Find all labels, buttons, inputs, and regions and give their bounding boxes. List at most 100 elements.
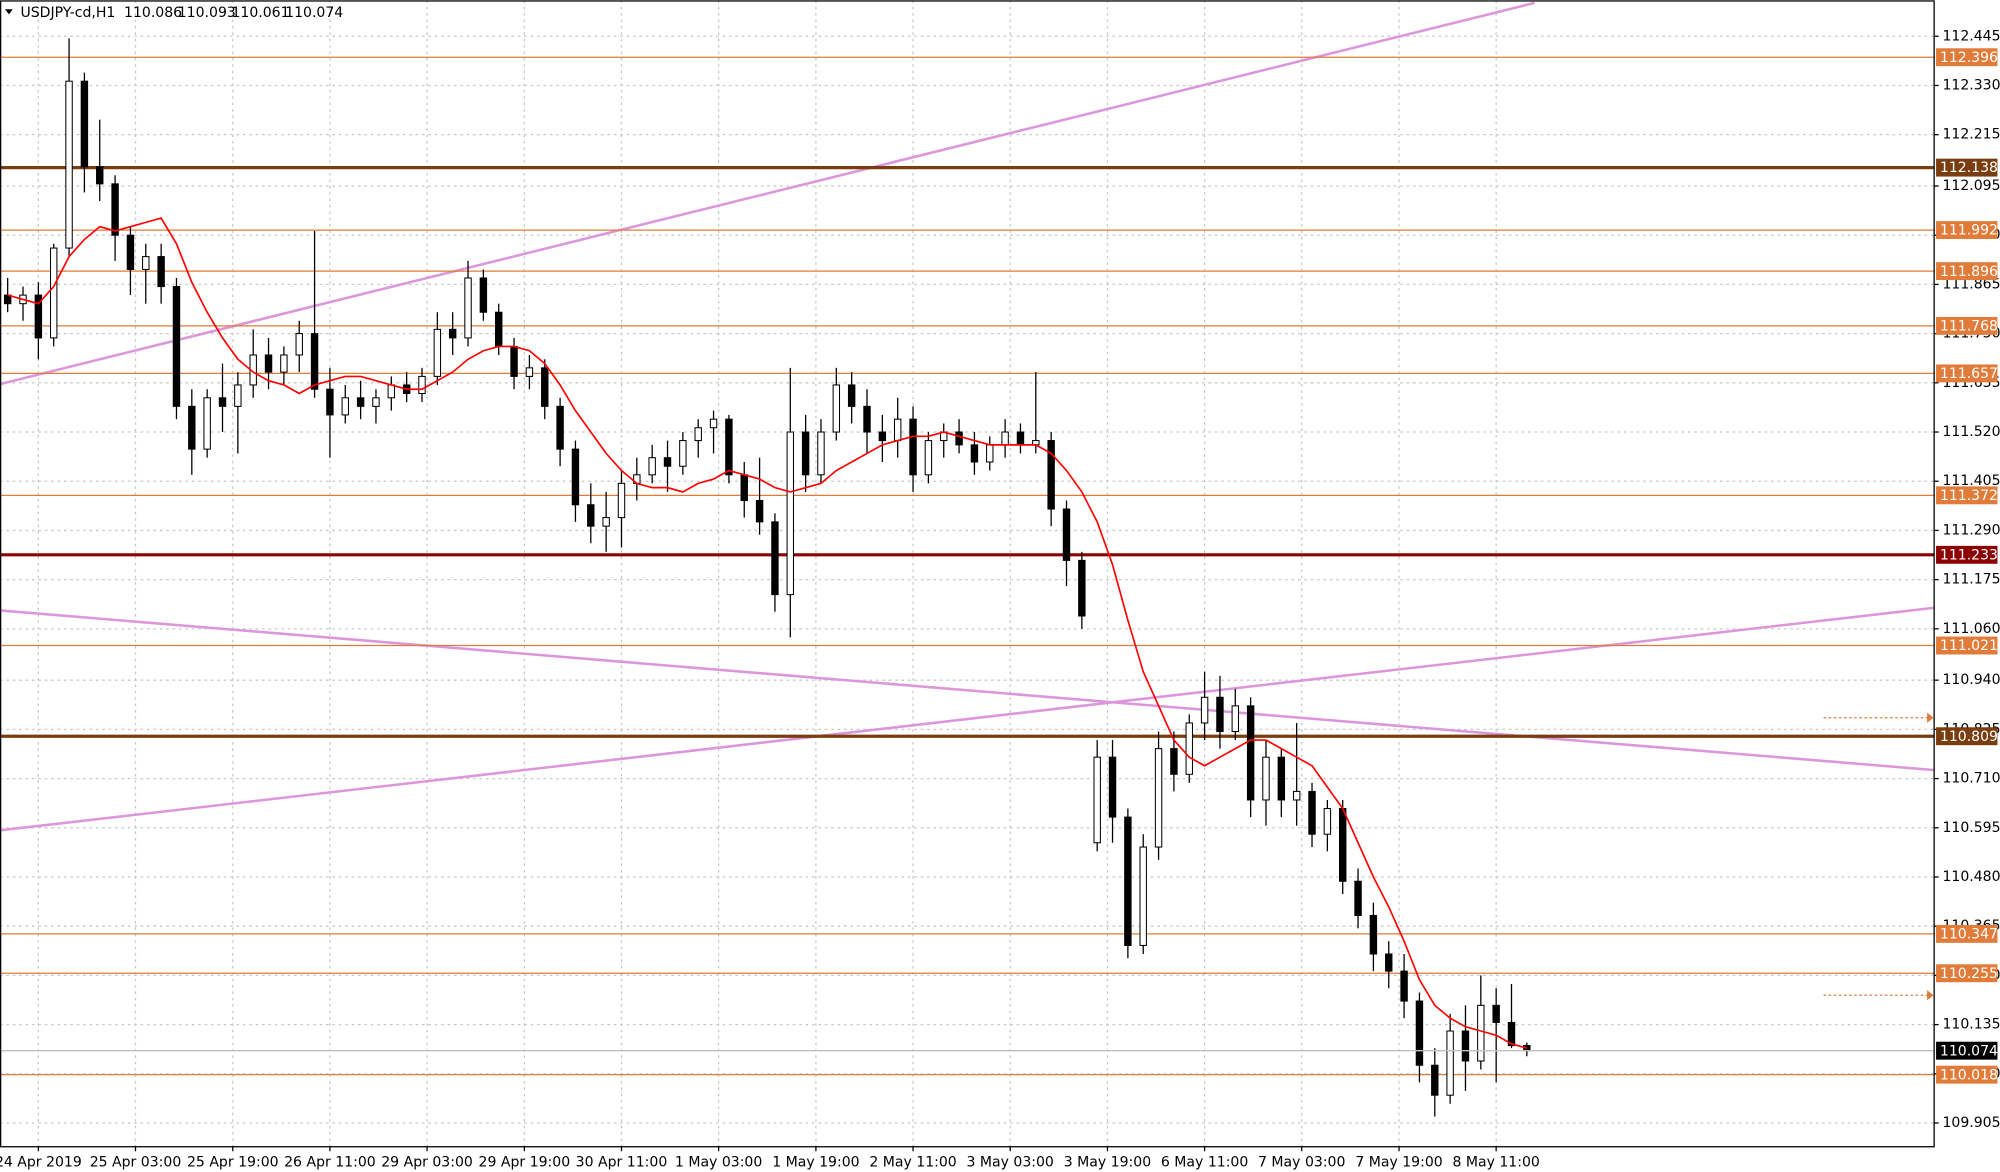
menu-arrow[interactable] [5,9,13,15]
candle-body [1016,431,1025,446]
x-tick-label: 7 May 03:00 [1258,1155,1345,1171]
candle-body [541,367,549,407]
price-badge [1936,1065,1998,1084]
price-badge-label: 111.372 [1940,488,1998,504]
candle-body [1354,880,1362,917]
candle-body [863,405,871,433]
price-badge-label: 111.233 [1940,547,1998,563]
x-tick-label: 25 Apr 19:00 [187,1155,279,1171]
y-tick-label: 110.135 [1942,1017,2000,1033]
candle-body [1093,756,1101,844]
marks [0,1,1934,1117]
y-tick-label: 112.330 [1942,77,2000,93]
candle-body [602,517,610,527]
price-badge-label: 111.021 [1940,638,1998,654]
x-tick-label: 7 May 19:00 [1355,1155,1442,1171]
price-badge [1936,262,1998,281]
candle-body [188,405,196,450]
y-tick-label: 111.290 [1942,522,2000,538]
candle-body [1477,1004,1485,1062]
price-badge [1936,221,1998,240]
candle-body [280,354,288,373]
moving-average [7,217,1528,1049]
y-tick-label: 112.215 [1942,127,2000,143]
candle-body [755,499,764,523]
candle-body [1108,756,1117,818]
candle-body [295,333,303,356]
candle-body [479,277,488,313]
price-badge [1936,727,1998,746]
ohlc-low: 110.061 [231,5,289,21]
y-tick-label: 110.480 [1942,869,2000,885]
x-tick-label: 26 Apr 11:00 [284,1155,376,1171]
candle-body [986,444,994,463]
candle-body [571,448,580,506]
candle-body [1200,696,1209,724]
y-tick-label: 110.940 [1942,672,2000,688]
price-badge [1936,1041,1998,1060]
price-badge [1936,486,1998,505]
x-tick-label: 24 Apr 2019 [0,1155,82,1171]
price-badge-label: 112.138 [1940,160,1998,176]
candle-body [1124,816,1132,946]
ohlc-high: 110.093 [178,5,236,21]
y-tick-label: 112.445 [1942,28,2000,44]
candle-body [1185,722,1193,775]
candle-body [1461,1030,1470,1062]
candle-body [1339,808,1347,882]
y-tick-label: 109.905 [1942,1115,2000,1131]
candle-body [709,418,718,429]
candle-body [909,418,917,476]
price-badge-label: 111.768 [1940,319,1998,335]
candle-body [970,444,979,463]
y-tick-label: 112.095 [1942,178,2000,194]
candle-body [893,418,902,442]
candle-body [126,234,135,270]
candle-body [172,286,181,407]
candle-body [832,384,841,433]
candle-body [356,397,365,407]
price-badge-label: 110.074 [1940,1043,1998,1059]
x-tick-label: 30 Apr 11:00 [576,1155,668,1171]
candle-body [1446,1030,1454,1096]
candle-body [111,183,119,236]
candle-body [771,521,779,596]
price-badge [1936,545,1998,564]
trendline [0,1,1535,386]
price-badge-label: 110.255 [1940,966,1998,982]
candle-body [663,457,672,467]
candle-body [387,384,396,399]
price-badge-label: 110.347 [1940,927,1998,943]
x-tick-label: 25 Apr 03:00 [90,1155,182,1171]
candle-body [587,504,595,527]
price-badge-label: 110.809 [1940,729,1998,745]
candle-body [1369,914,1378,955]
candle-body [234,384,242,407]
candle-body [264,354,273,373]
candle-body [694,427,702,442]
candle-body [1385,953,1393,972]
y-tick-label: 110.710 [1942,771,2000,787]
candle-body [525,367,534,377]
candle-body [556,405,564,450]
candle-body [433,328,442,377]
price-badge-label: 111.896 [1940,264,1998,280]
candle-body [1062,508,1071,561]
y-tick-label: 111.865 [1942,276,2000,292]
candle-body [203,397,211,450]
price-badge-label: 111.657 [1940,366,1998,382]
candle-body [878,431,887,442]
candle-body [1507,1021,1516,1047]
x-tick-label: 29 Apr 19:00 [479,1155,571,1171]
x-tick-label: 8 May 11:00 [1452,1155,1539,1171]
candle-body [1323,808,1332,835]
candle-body [510,345,518,377]
y-tick-label: 111.060 [1942,621,2000,637]
candle-body [142,256,150,270]
x-tick-label: 1 May 03:00 [675,1155,762,1171]
grid [0,0,1934,1147]
candle-body [1292,790,1301,801]
candle-body [1308,790,1316,835]
candle-body [1078,559,1086,617]
